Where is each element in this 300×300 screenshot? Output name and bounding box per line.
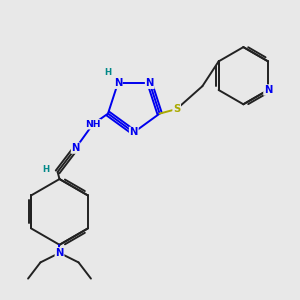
Text: H: H xyxy=(43,165,50,174)
Text: N: N xyxy=(114,78,122,88)
Text: H: H xyxy=(104,68,111,77)
Text: N: N xyxy=(146,78,154,88)
Text: N: N xyxy=(130,128,138,137)
Text: S: S xyxy=(173,104,180,114)
Text: N: N xyxy=(71,143,80,153)
Text: N: N xyxy=(264,85,272,95)
Text: N: N xyxy=(55,248,64,258)
Text: NH: NH xyxy=(85,120,100,129)
